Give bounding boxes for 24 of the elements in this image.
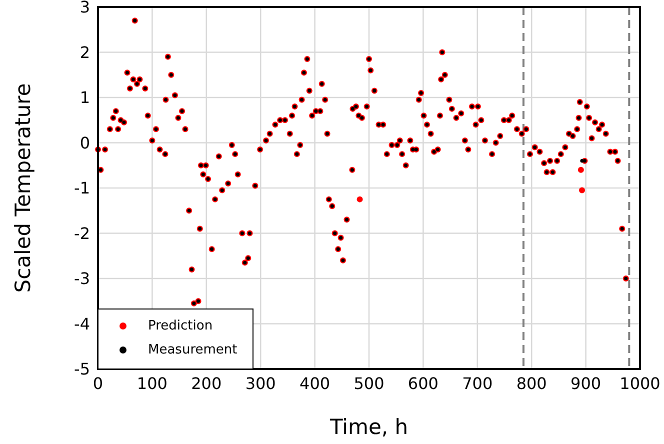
y-tick-label: -2 [74, 224, 90, 243]
y-axis-title: Scaled Temperature [11, 83, 35, 293]
x-tick-label: 300 [245, 374, 276, 393]
x-tick-label: 500 [354, 374, 384, 393]
x-tick-label: 800 [516, 374, 547, 393]
x-tick-label: 200 [191, 374, 222, 393]
x-tick-label: 0 [92, 374, 104, 393]
x-axis-title: Time, h [328, 415, 408, 439]
y-tick-label: -1 [74, 178, 90, 198]
x-tick-label: 100 [136, 374, 168, 393]
y-tick-label: 1 [80, 88, 90, 107]
legend-label: Prediction [148, 318, 213, 334]
legend-label: Measurement [148, 342, 238, 358]
y-tick-label: -3 [74, 269, 90, 288]
y-tick-label: -4 [74, 314, 90, 334]
x-tick-label: 700 [462, 374, 493, 393]
y-tick-label: 0 [80, 133, 90, 152]
x-tick-label: 600 [408, 374, 438, 393]
y-tick-label: -5 [74, 360, 90, 378]
y-tick-label: 3 [80, 0, 90, 16]
y-tick-label: 2 [80, 42, 90, 62]
x-tick-label: 1000 [620, 374, 660, 393]
x-tick-label: 900 [570, 374, 602, 393]
x-tick-label: 400 [300, 374, 330, 393]
